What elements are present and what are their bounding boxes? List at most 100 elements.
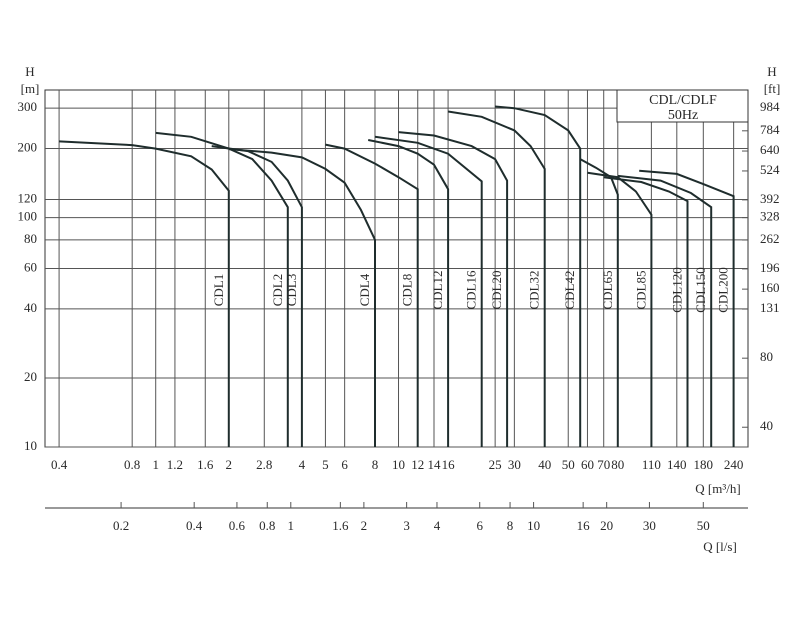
x-tick-label: 40 bbox=[538, 457, 551, 472]
y2-tick-label: 262 bbox=[760, 231, 780, 246]
x2-tick-label: 0.6 bbox=[229, 518, 246, 533]
x2-tick-label: 16 bbox=[577, 518, 591, 533]
y-tick-label: 200 bbox=[18, 140, 38, 155]
series-label: CDL42 bbox=[562, 271, 577, 310]
x-tick-label: 140 bbox=[667, 457, 687, 472]
x-tick-label: 240 bbox=[724, 457, 744, 472]
y2-tick-label: 640 bbox=[760, 142, 780, 157]
x2-tick-label: 30 bbox=[643, 518, 656, 533]
x-tick-label: 60 bbox=[581, 457, 594, 472]
y-tick-label: 20 bbox=[24, 369, 37, 384]
pump-curve bbox=[639, 169, 735, 447]
y2-tick-label: 131 bbox=[760, 300, 780, 315]
x-tick-label: 25 bbox=[489, 457, 502, 472]
pump-curve bbox=[617, 174, 713, 447]
pump-curve bbox=[447, 110, 546, 447]
y2-tick-label: 524 bbox=[760, 162, 780, 177]
x-tick-label: 0.4 bbox=[51, 457, 68, 472]
x-tick-label: 14 bbox=[427, 457, 441, 472]
x-tick-label: 16 bbox=[442, 457, 456, 472]
pump-curve bbox=[368, 139, 450, 447]
x2-tick-label: 1.6 bbox=[332, 518, 349, 533]
x-tick-label: 6 bbox=[341, 457, 348, 472]
pump-curve bbox=[325, 143, 419, 447]
series-label: CDL65 bbox=[600, 271, 615, 310]
series-label: CDL20 bbox=[489, 271, 504, 310]
y-tick-label: 40 bbox=[24, 300, 37, 315]
y-axis-label: H bbox=[25, 64, 34, 79]
x-tick-label: 8 bbox=[372, 457, 379, 472]
x-tick-label: 80 bbox=[611, 457, 624, 472]
x2-tick-label: 0.2 bbox=[113, 518, 129, 533]
x2-tick-label: 20 bbox=[600, 518, 613, 533]
x-tick-label: 4 bbox=[299, 457, 306, 472]
y2-tick-label: 196 bbox=[760, 260, 780, 275]
y2-tick-label: 984 bbox=[760, 99, 780, 114]
y2-tick-label: 784 bbox=[760, 122, 780, 137]
y2-axis-label: H bbox=[767, 64, 776, 79]
pump-curve bbox=[228, 148, 376, 447]
series-label: CDL120 bbox=[670, 267, 685, 313]
pump-curve bbox=[155, 131, 289, 447]
pump-curve bbox=[374, 135, 483, 447]
x2-tick-label: 50 bbox=[697, 518, 710, 533]
series-label: CDL3 bbox=[284, 274, 299, 307]
series-label: CDL16 bbox=[464, 270, 479, 310]
x-tick-label: 2.8 bbox=[256, 457, 272, 472]
x2-tick-label: 6 bbox=[476, 518, 483, 533]
y2-tick-label: 40 bbox=[760, 418, 773, 433]
y2-tick-label: 160 bbox=[760, 280, 780, 295]
y-tick-label: 60 bbox=[24, 259, 37, 274]
pump-curve bbox=[495, 105, 582, 447]
series-label: CDL2 bbox=[270, 274, 285, 307]
x-tick-label: 5 bbox=[322, 457, 329, 472]
x-tick-label: 180 bbox=[694, 457, 714, 472]
pump-curve bbox=[603, 176, 689, 447]
x-tick-label: 12 bbox=[411, 457, 424, 472]
x2-tick-label: 4 bbox=[434, 518, 441, 533]
x-tick-label: 110 bbox=[642, 457, 661, 472]
y-tick-label: 10 bbox=[24, 438, 37, 453]
series-label: CDL4 bbox=[357, 273, 372, 306]
x-tick-label: 0.8 bbox=[124, 457, 140, 472]
chart-title: CDL/CDLF bbox=[649, 93, 717, 108]
x-tick-label: 30 bbox=[508, 457, 521, 472]
x-tick-label: 2 bbox=[226, 457, 233, 472]
y2-axis-unit: [ft] bbox=[764, 81, 781, 96]
y2-tick-label: 328 bbox=[760, 209, 780, 224]
x2-tick-label: 0.8 bbox=[259, 518, 275, 533]
x-tick-label: 50 bbox=[562, 457, 575, 472]
series-label: CDL12 bbox=[430, 271, 445, 310]
series-label: CDL150 bbox=[693, 267, 708, 313]
x-tick-label: 1 bbox=[152, 457, 159, 472]
x2-tick-label: 10 bbox=[527, 518, 540, 533]
y-tick-label: 300 bbox=[18, 99, 38, 114]
series-label: CDL1 bbox=[211, 274, 226, 307]
pump-curve bbox=[59, 140, 230, 447]
y2-tick-label: 392 bbox=[760, 191, 780, 206]
x2-tick-label: 3 bbox=[403, 518, 410, 533]
title-box bbox=[616, 89, 749, 123]
x2-axis-label: Q [l/s] bbox=[703, 539, 737, 554]
pump-curve bbox=[398, 131, 509, 447]
pump-curve bbox=[587, 171, 653, 447]
y-tick-label: 120 bbox=[18, 190, 38, 205]
x-axis-label: Q [m³/h] bbox=[695, 481, 740, 496]
y-axis-unit: [m] bbox=[21, 81, 40, 96]
x-tick-label: 10 bbox=[392, 457, 405, 472]
y-tick-label: 80 bbox=[24, 231, 37, 246]
x2-tick-label: 1 bbox=[288, 518, 295, 533]
x2-tick-label: 8 bbox=[507, 518, 514, 533]
series-label: CDL32 bbox=[527, 271, 542, 310]
grid bbox=[45, 90, 748, 448]
series-label: CDL8 bbox=[400, 274, 415, 307]
series-label: CDL85 bbox=[633, 271, 648, 310]
x-tick-label: 1.2 bbox=[167, 457, 183, 472]
y-tick-label: 100 bbox=[18, 209, 38, 224]
y2-tick-label: 80 bbox=[760, 349, 773, 364]
x2-tick-label: 2 bbox=[361, 518, 368, 533]
chart-subtitle: 50Hz bbox=[668, 108, 698, 123]
series-label: CDL200 bbox=[716, 267, 731, 313]
x-tick-label: 1.6 bbox=[197, 457, 214, 472]
